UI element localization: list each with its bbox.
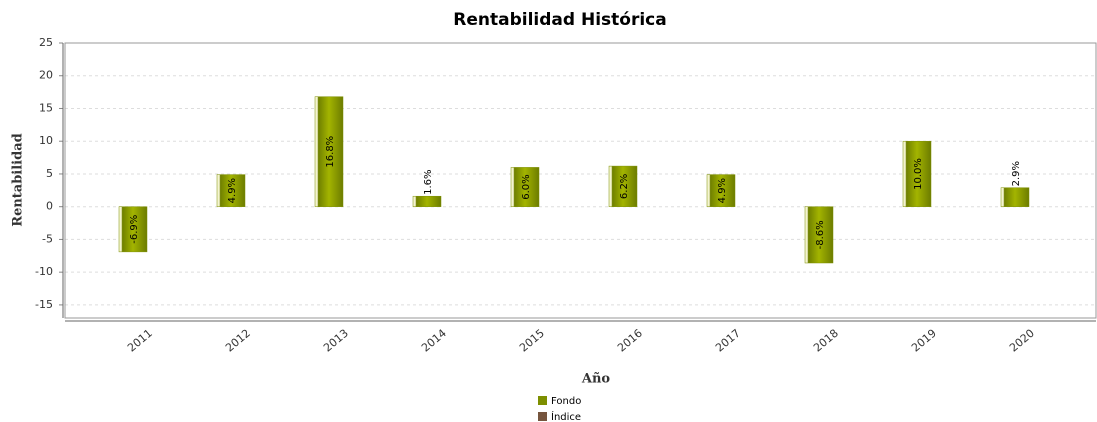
legend-label: Índice bbox=[551, 410, 581, 422]
bar bbox=[412, 195, 442, 207]
bar bbox=[608, 165, 638, 207]
y-tick-label: -5 bbox=[42, 232, 53, 245]
value-label: 1.6% bbox=[423, 170, 434, 195]
bar bbox=[902, 140, 932, 207]
y-tick-label: 15 bbox=[39, 101, 53, 114]
y-tick-label: 25 bbox=[39, 36, 53, 49]
y-tick-label: -10 bbox=[35, 265, 53, 278]
y-tick-label: 10 bbox=[39, 134, 53, 147]
plot-frame bbox=[64, 42, 1097, 319]
bar bbox=[510, 167, 540, 207]
y-axis-title: Rentabilidad bbox=[11, 133, 26, 226]
bar bbox=[216, 174, 246, 207]
bar bbox=[706, 174, 736, 207]
legend-label: Fondo bbox=[551, 396, 581, 407]
y-tick-label: 20 bbox=[39, 69, 53, 82]
y-tick-label: -15 bbox=[35, 298, 53, 311]
chart-title: Rentabilidad Histórica bbox=[453, 10, 666, 30]
bar bbox=[314, 96, 344, 207]
legend-swatch bbox=[538, 396, 547, 405]
value-label: 4.9% bbox=[227, 178, 238, 203]
x-tick-label: 2016 bbox=[615, 327, 645, 355]
x-tick-label: 2018 bbox=[811, 327, 841, 355]
x-tick-label: 2014 bbox=[419, 327, 449, 355]
x-tick-label: 2011 bbox=[125, 327, 155, 355]
x-tick-label: 2019 bbox=[909, 327, 939, 355]
value-label: -6.9% bbox=[129, 215, 140, 244]
value-label: 6.0% bbox=[521, 174, 532, 199]
x-axis-title: Año bbox=[581, 372, 611, 387]
value-label: 16.8% bbox=[325, 136, 336, 168]
legend-swatch bbox=[538, 412, 547, 421]
bar bbox=[804, 206, 834, 264]
value-label: 10.0% bbox=[913, 158, 924, 190]
bar bbox=[1000, 187, 1030, 207]
value-label: 2.9% bbox=[1011, 161, 1022, 186]
value-label: 6.2% bbox=[619, 174, 630, 199]
x-tick-label: 2015 bbox=[517, 327, 547, 355]
x-tick-label: 2020 bbox=[1007, 327, 1037, 355]
y-tick-label: 5 bbox=[46, 167, 53, 180]
value-label: -8.6% bbox=[815, 220, 826, 249]
bar bbox=[118, 206, 148, 253]
y-tick-label: 0 bbox=[46, 200, 53, 213]
x-tick-label: 2013 bbox=[321, 327, 351, 355]
x-tick-label: 2012 bbox=[223, 327, 253, 355]
value-label: 4.9% bbox=[717, 178, 728, 203]
x-tick-label: 2017 bbox=[713, 327, 743, 355]
